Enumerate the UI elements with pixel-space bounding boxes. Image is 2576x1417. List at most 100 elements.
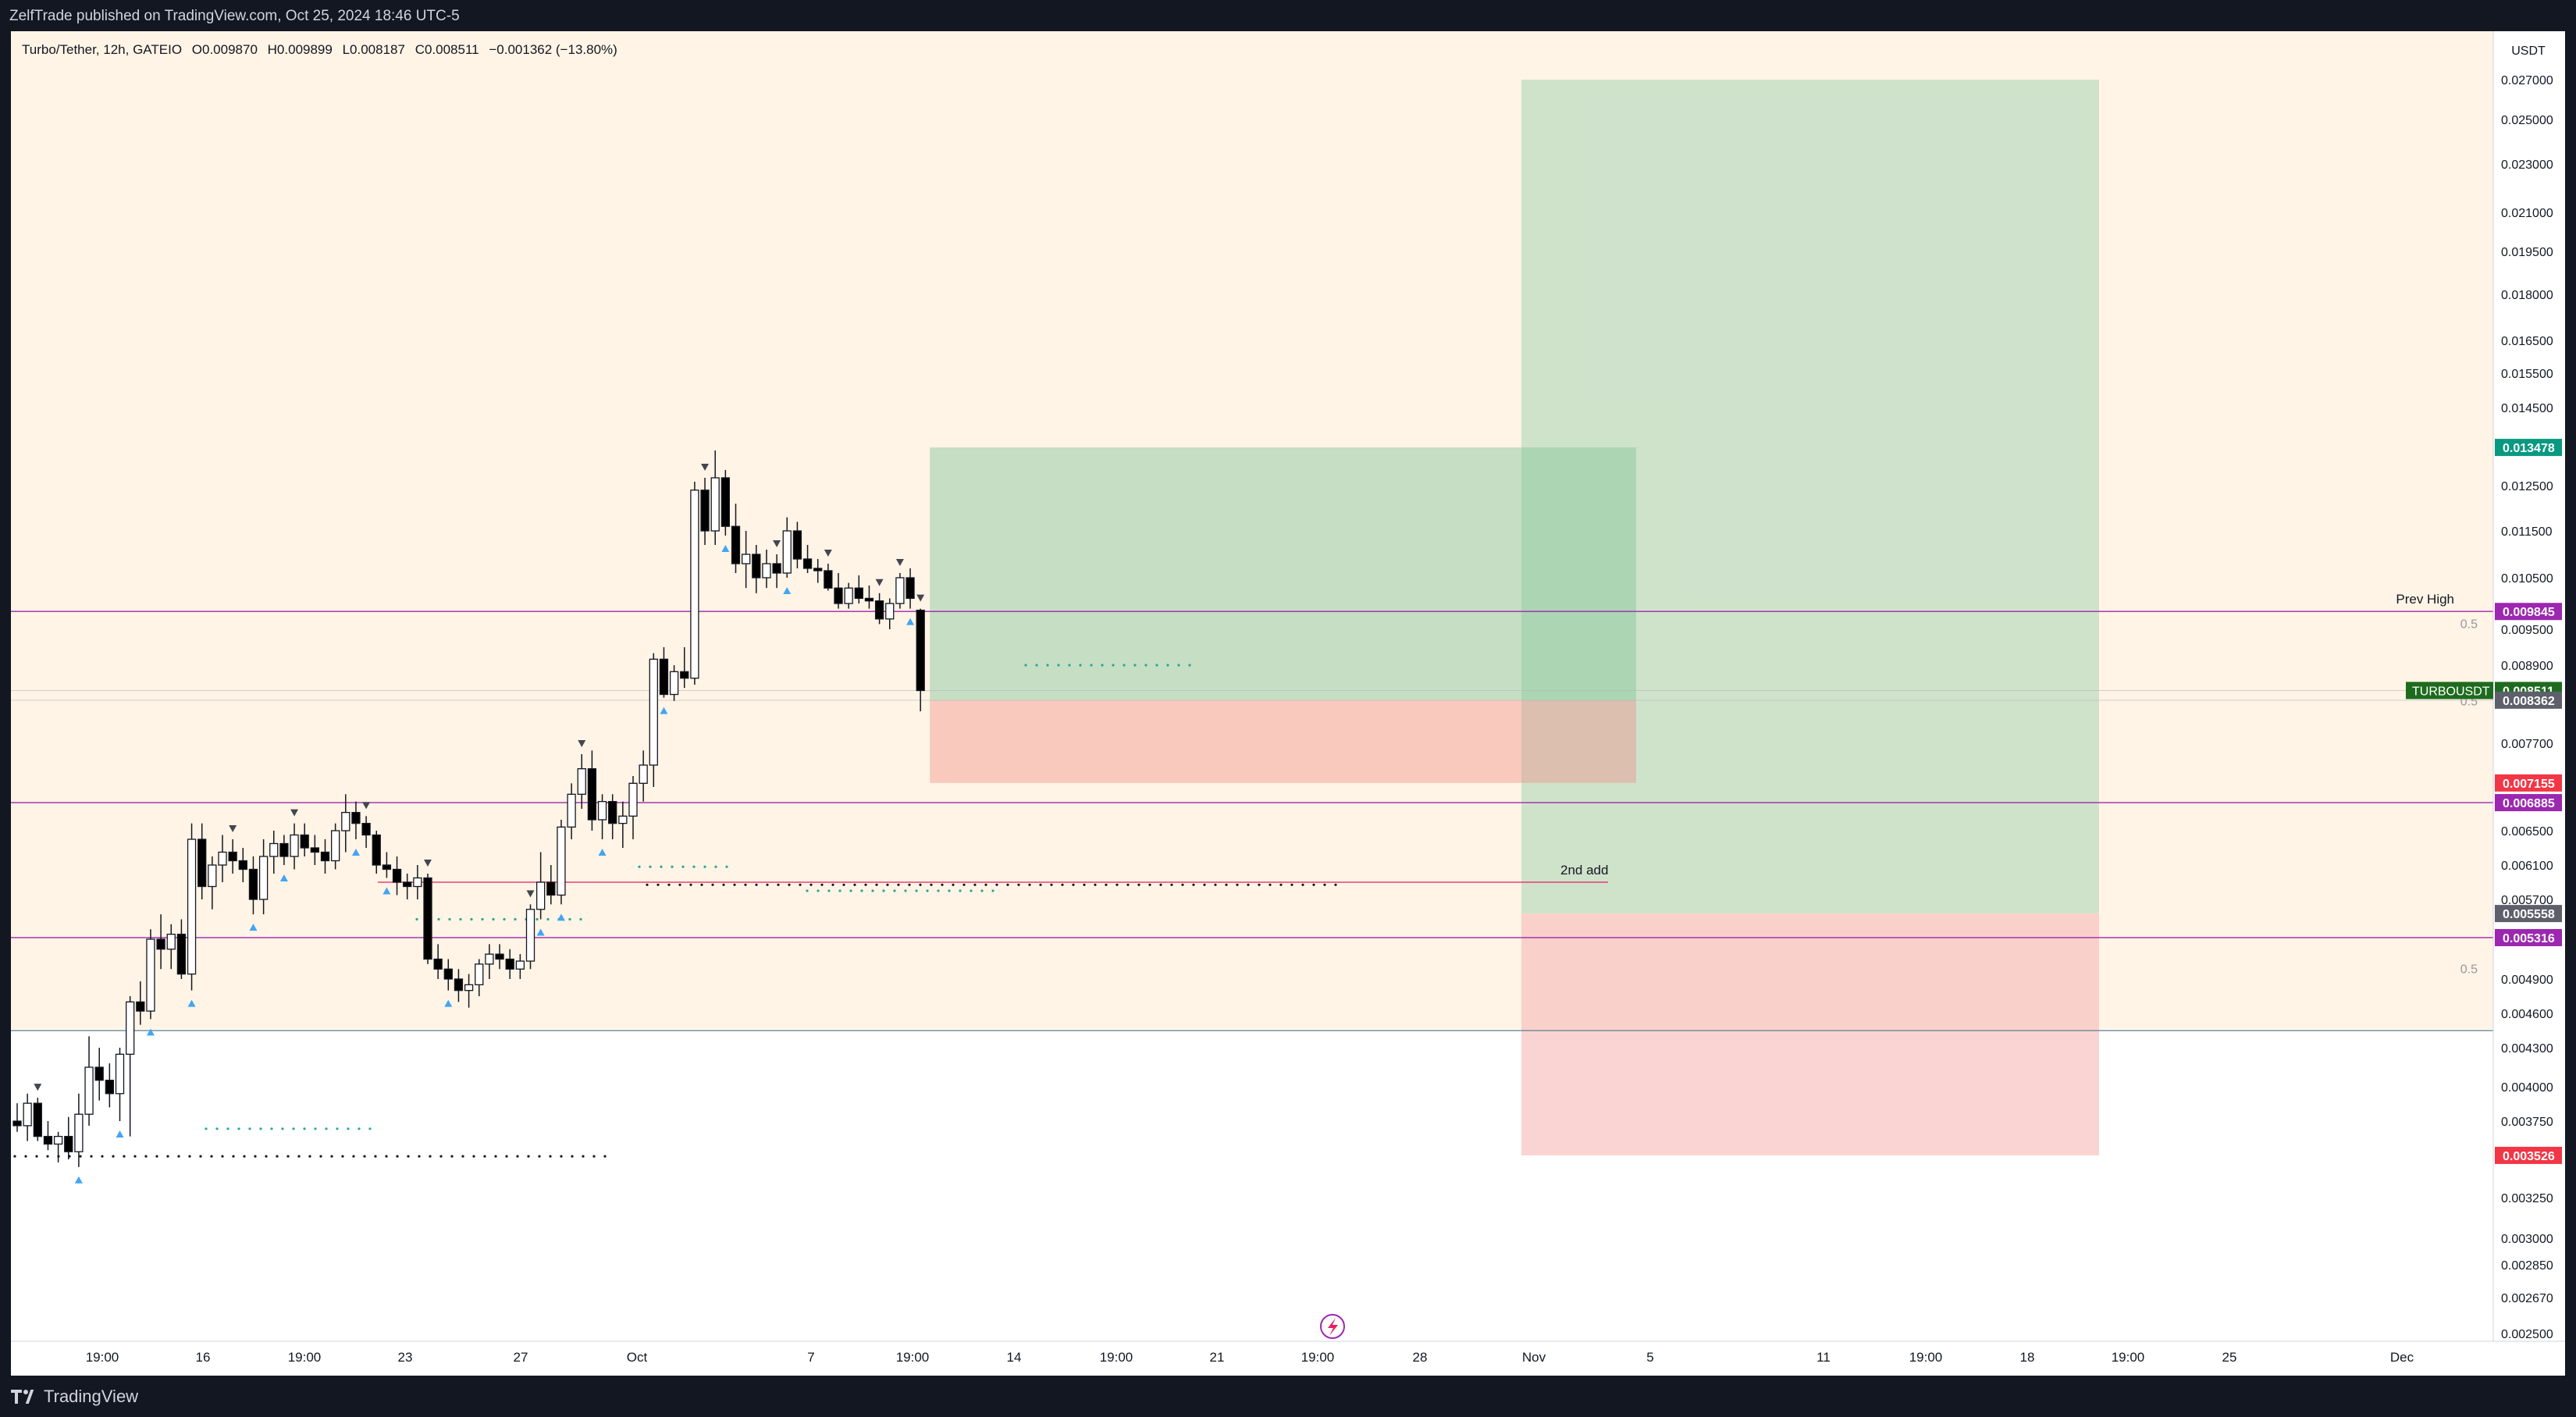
time-tick-label: 16 (196, 1350, 211, 1365)
liquidity-dot (205, 1127, 208, 1130)
liquidity-dot (1301, 883, 1304, 886)
candle (146, 929, 155, 1020)
liquidity-dot (243, 1155, 246, 1158)
buy-signal-icon (116, 1130, 124, 1138)
chart-frame[interactable]: Prev High 2nd add 0.5 0.5 0.5 USDT 0.027000 0.0… (11, 31, 2565, 1376)
liquidity-dot (1112, 664, 1115, 667)
liquidity-dot (831, 883, 834, 886)
price-tag (2495, 774, 2562, 792)
time-tick-label: 19:00 (896, 1350, 930, 1365)
liquidity-dot (470, 917, 473, 921)
liquidity-dot (505, 1155, 508, 1158)
price-tick-label: 0.003000 (2501, 1233, 2553, 1246)
price-tag-value: 0.009845 (2503, 606, 2555, 619)
liquidity-dot (254, 1155, 257, 1158)
legend-change: −0.001362 (−13.80%) (489, 42, 617, 57)
liquidity-dot (166, 1155, 169, 1158)
liquidity-dot (766, 883, 769, 886)
candle (115, 1048, 125, 1121)
liquidity-dot (864, 883, 867, 886)
candle-body (23, 1102, 32, 1127)
tradingview-logo[interactable]: TradingView (11, 1387, 138, 1407)
candle (136, 981, 145, 1025)
candle (557, 820, 566, 905)
candle-body (731, 525, 741, 564)
candle (300, 823, 309, 856)
buy-signal-icon (351, 849, 360, 856)
level-label: 2nd add (1560, 863, 1608, 878)
liquidity-dot (461, 1155, 464, 1158)
liquidity-dot (714, 865, 717, 868)
candle-body (372, 834, 381, 866)
candle-body (433, 958, 443, 970)
candle (320, 839, 330, 874)
candle-body (874, 600, 884, 620)
liquidity-dot (1024, 664, 1027, 667)
liquidity-dot (308, 1155, 311, 1158)
candle (208, 856, 217, 910)
liquidity-dot (1290, 883, 1293, 886)
candle-body (228, 851, 237, 862)
price-tag (2495, 928, 2562, 946)
fib-label: 0.5 (2460, 618, 2478, 631)
lightning-icon-ring (1320, 1314, 1345, 1339)
candle (443, 959, 453, 991)
liquidity-dot (638, 865, 641, 868)
candle (577, 754, 586, 809)
liquidity-dot (904, 889, 907, 892)
candle-body (864, 597, 874, 602)
sell-signal-icon (229, 825, 237, 832)
liquidity-dot (226, 1127, 229, 1130)
liquidity-dot (711, 883, 714, 886)
liquidity-dot (450, 1155, 454, 1158)
liquidity-dot (744, 883, 747, 886)
liquidity-dot (407, 1155, 410, 1158)
liquidity-dot (959, 889, 962, 892)
price-tag-symbol: TURBOUSDT (2412, 685, 2490, 698)
candle (752, 545, 761, 593)
price-tick-label: 0.010500 (2501, 572, 2553, 586)
liquidity-dot (970, 889, 973, 892)
buy-signal-icon (906, 618, 915, 625)
liquidity-dot (1144, 664, 1147, 667)
liquidity-dot (995, 883, 998, 886)
candle (218, 835, 227, 882)
candle-body (916, 609, 925, 692)
candle-body (146, 938, 155, 1012)
candle (43, 1121, 53, 1151)
candle-body (341, 812, 350, 831)
footer-bar: TradingView (0, 1376, 2576, 1417)
candle (23, 1093, 32, 1141)
liquidity-dot (492, 917, 495, 921)
price-tag (2495, 1146, 2562, 1164)
candle (895, 573, 905, 609)
liquidity-dot (1334, 883, 1337, 886)
candle-body (885, 603, 895, 620)
price-tick-label: 0.004000 (2501, 1081, 2553, 1095)
candle (874, 593, 884, 625)
candle-body (464, 984, 474, 992)
price-tick-label: 0.004300 (2501, 1042, 2553, 1056)
buy-signal-icon (74, 1176, 83, 1184)
liquidity-dot (1155, 664, 1158, 667)
candle (731, 504, 741, 573)
price-tick-label: 0.027000 (2501, 74, 2553, 87)
symbol-legend: Turbo/Tether, 12h, GATEIO O0.009870 H0.0… (22, 42, 624, 58)
price-tag-value: 0.007155 (2503, 778, 2555, 791)
legend-low: L0.008187 (342, 42, 405, 57)
time-tick-label: 28 (1413, 1350, 1428, 1365)
legend-symbol[interactable]: Turbo/Tether, 12h, GATEIO (22, 42, 183, 57)
candle (864, 585, 874, 609)
liquidity-dot (882, 889, 885, 892)
candle (680, 647, 689, 689)
liquidity-dot (1068, 664, 1071, 667)
candle-body (608, 801, 617, 824)
candle (228, 839, 237, 874)
price-tag (2495, 794, 2562, 812)
liquidity-dot (527, 1155, 530, 1158)
liquidity-dot (314, 1127, 317, 1130)
candle-body (782, 530, 792, 574)
liquidity-dot (437, 917, 440, 921)
candle-body (361, 823, 371, 836)
